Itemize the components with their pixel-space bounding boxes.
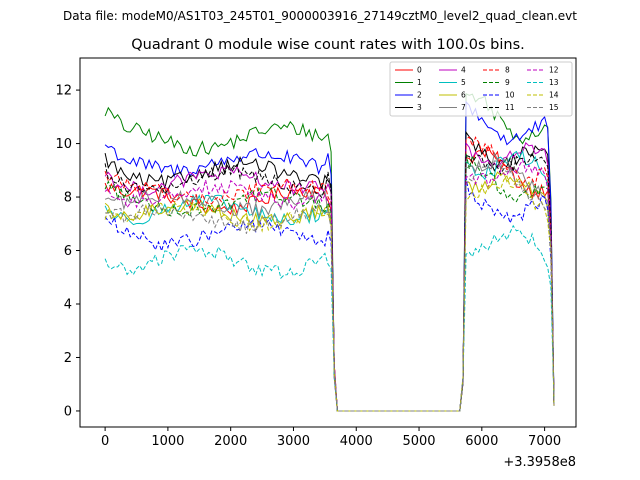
legend-label-6: 6 [461,91,466,100]
legend-label-15: 15 [549,103,559,112]
legend-label-14: 14 [549,91,559,100]
series-line-11 [104,151,555,412]
series-line-14 [104,174,555,412]
legend-label-8: 8 [505,66,510,75]
y-tick-label-5: 10 [55,137,72,152]
series-line-13 [104,224,555,412]
legend-label-4: 4 [461,66,466,75]
y-tick-label-6: 12 [55,84,72,99]
legend-label-11: 11 [505,103,515,112]
legend-label-0: 0 [417,66,422,75]
series-line-1 [104,93,555,412]
legend-label-3: 3 [417,103,422,112]
chart-title: Quadrant 0 module wise count rates with … [131,37,525,53]
legend-label-10: 10 [505,91,515,100]
legend-label-12: 12 [549,66,559,75]
suptitle: Data file: modeM0/AS1T03_245T01_90000039… [63,9,577,23]
x-tick-label-3: 3000 [277,434,310,449]
series-line-7 [104,151,555,412]
legend-label-13: 13 [549,78,559,87]
x-tick-label-6: 6000 [465,434,498,449]
series-line-9 [104,153,555,412]
x-offset-label: +3.3958e8 [503,455,576,470]
series-layer [104,93,555,412]
legend-label-9: 9 [505,78,510,87]
legend-label-2: 2 [417,91,422,100]
axes-layer: 0 1000 2000 3000 4000 5000 6000 7000 0 2 4 6 8 10 12 [55,84,561,449]
x-tick-label-0: 0 [101,434,109,449]
y-tick-label-4: 8 [64,191,72,206]
series-line-8 [104,136,555,412]
y-tick-label-1: 2 [64,351,72,366]
x-tick-label-2: 2000 [214,434,247,449]
x-tick-label-7: 7000 [528,434,561,449]
series-line-12 [104,158,555,412]
legend-box [389,61,573,117]
legend-label-1: 1 [417,78,422,87]
x-tick-label-5: 5000 [402,434,435,449]
legend-label-5: 5 [461,78,466,87]
legend-label-7: 7 [461,103,466,112]
series-line-15 [105,160,555,412]
series-line-6 [104,171,555,412]
y-tick-label-3: 6 [64,244,72,259]
plot-frame [79,57,577,428]
series-line-10 [104,178,555,412]
series-line-5 [104,149,555,412]
x-tick-label-1: 1000 [151,434,184,449]
series-line-0 [104,145,555,412]
series-line-3 [104,130,555,412]
series-line-4 [104,141,555,412]
y-tick-label-0: 0 [64,404,72,419]
y-tick-label-2: 4 [64,298,72,313]
x-tick-label-4: 4000 [340,434,373,449]
